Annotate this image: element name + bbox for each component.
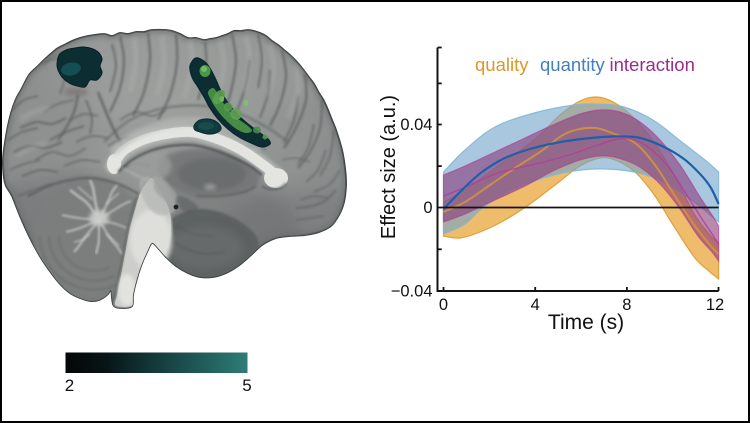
svg-text:12: 12 [706, 296, 724, 314]
svg-text:0: 0 [439, 296, 448, 314]
svg-text:0: 0 [423, 199, 432, 217]
svg-text:4: 4 [531, 296, 540, 314]
svg-text:quantity: quantity [540, 54, 606, 75]
svg-text:Time (s): Time (s) [548, 311, 624, 334]
svg-text:0.04: 0.04 [400, 116, 432, 134]
svg-text:5: 5 [242, 376, 251, 395]
svg-text:interaction: interaction [610, 54, 695, 75]
svg-text:Effect size (a.u.): Effect size (a.u.) [378, 95, 400, 239]
svg-text:8: 8 [622, 296, 631, 314]
svg-text:2: 2 [65, 376, 74, 395]
svg-text:quality: quality [475, 54, 529, 75]
svg-text:−0.04: −0.04 [391, 282, 433, 300]
